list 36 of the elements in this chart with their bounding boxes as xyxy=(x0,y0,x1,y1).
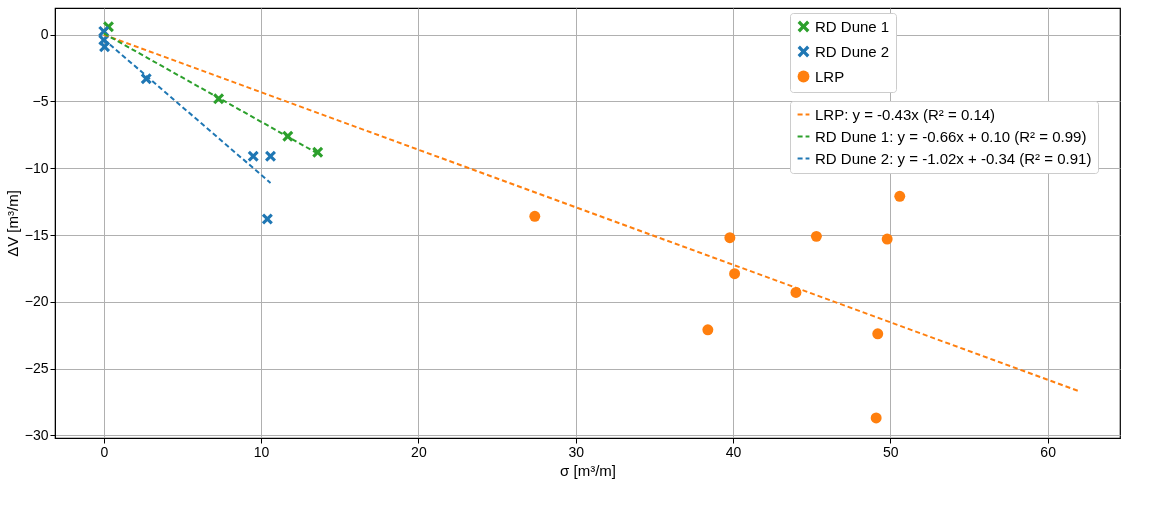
legend-label: LRP: y = -0.43x (R² = 0.14) xyxy=(815,105,996,123)
x-tick-label: 50 xyxy=(883,443,899,460)
legend-label: RD Dune 1: y = -0.66x + 0.10 (R² = 0.99) xyxy=(815,127,1087,145)
x-tick-label: 30 xyxy=(568,443,585,460)
y-tick-label: −30 xyxy=(24,426,49,443)
x-axis-title: σ [m³/m] xyxy=(560,461,616,479)
point xyxy=(870,412,882,424)
point xyxy=(261,213,273,225)
x-tick-label: 40 xyxy=(725,443,742,460)
x-tick-label: 10 xyxy=(253,443,270,460)
point xyxy=(702,324,714,336)
point xyxy=(724,232,736,244)
point xyxy=(810,230,822,242)
point xyxy=(881,233,893,245)
y-tick-label: 0 xyxy=(40,26,49,43)
point xyxy=(140,73,152,85)
point xyxy=(872,328,884,340)
legend-label: RD Dune 1 xyxy=(815,17,890,35)
legend-label: RD Dune 2 xyxy=(815,42,890,60)
x-tick-label: 0 xyxy=(100,443,109,460)
y-tick-label: −15 xyxy=(24,226,49,243)
legend-label: LRP xyxy=(815,67,845,85)
y-tick-label: −5 xyxy=(32,92,49,109)
point xyxy=(247,150,259,162)
point xyxy=(312,146,324,158)
x-tick-label: 60 xyxy=(1040,443,1057,460)
y-tick-label: −25 xyxy=(24,360,49,377)
point xyxy=(529,210,541,222)
y-tick-label: −20 xyxy=(24,293,49,310)
y-axis-title: ΔV [m³/m] xyxy=(3,190,21,257)
y-tick-label: −10 xyxy=(24,159,49,176)
point xyxy=(265,150,276,162)
point xyxy=(729,268,741,280)
x-tick-label: 20 xyxy=(411,443,427,460)
point xyxy=(894,190,906,202)
legend-label: RD Dune 2: y = -1.02x + -0.34 (R² = 0.91) xyxy=(815,149,1092,167)
